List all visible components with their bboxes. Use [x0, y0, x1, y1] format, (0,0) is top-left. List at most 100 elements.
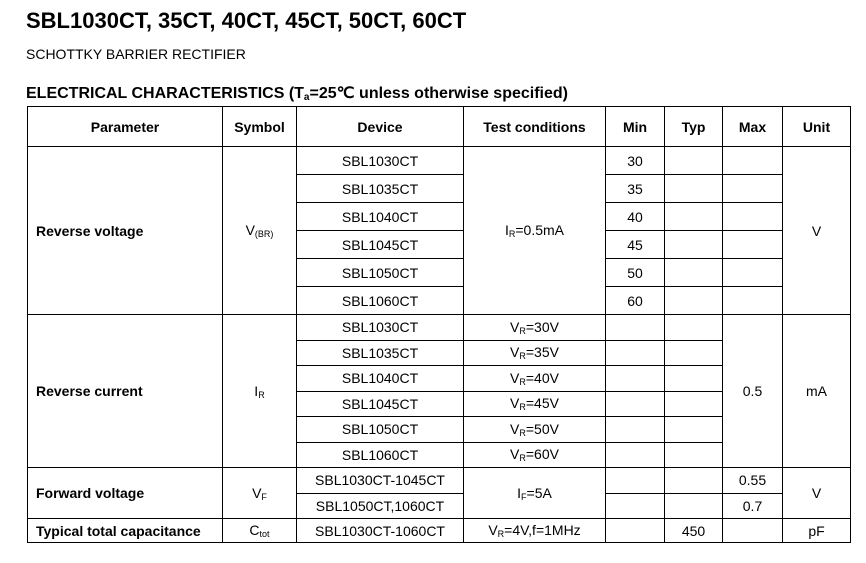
typ — [664, 492, 723, 519]
header-parameter: Parameter — [27, 106, 223, 147]
max: 0.7 — [722, 492, 783, 519]
min — [605, 390, 665, 417]
header-typ: Typ — [664, 106, 723, 147]
table-row: SBL1060CT VR=60V — [28, 441, 851, 468]
min: 30 — [605, 146, 665, 175]
table-row: SBL1050CT VR=50V — [28, 416, 851, 443]
test-condition: IF=5A — [463, 467, 606, 519]
typ — [664, 390, 723, 417]
table-row: SBL1035CT 35 — [28, 174, 851, 203]
header-min: Min — [605, 106, 665, 147]
test-condition: IR=0.5mA — [463, 146, 606, 315]
device: SBL1045CT — [296, 230, 464, 259]
symbol: VF — [222, 467, 297, 519]
header-symbol: Symbol — [222, 106, 297, 147]
table-row: SBL1035CT VR=35V — [28, 339, 851, 366]
table-row: Reverse current IR SBL1030CT VR=30V 0.5 mA — [27, 314, 851, 468]
device: SBL1030CT-1045CT — [296, 467, 464, 494]
min — [605, 518, 665, 543]
typ — [664, 467, 723, 494]
min — [605, 339, 665, 366]
device: SBL1060CT — [296, 286, 464, 315]
unit: pF — [782, 518, 851, 543]
max: 0.55 — [722, 467, 783, 494]
test-condition: VR=35V — [463, 339, 606, 366]
device: SBL1035CT — [296, 339, 464, 366]
table-row: SBL1050CT,1060CT 0.7 — [28, 492, 851, 519]
max — [722, 286, 783, 315]
typ — [664, 416, 723, 443]
typ — [664, 230, 723, 259]
subtitle: SCHOTTKY BARRIER RECTIFIER — [26, 46, 246, 62]
typ — [664, 202, 723, 231]
header-max: Max — [722, 106, 783, 147]
min: 35 — [605, 174, 665, 203]
parameter: Typical total capacitance — [27, 518, 223, 543]
test-condition: VR=50V — [463, 416, 606, 443]
symbol: Ctot — [222, 518, 297, 543]
min: 50 — [605, 258, 665, 287]
min: 40 — [605, 202, 665, 231]
min — [605, 467, 665, 494]
table-row: SBL1050CT 50 — [28, 258, 851, 287]
section-heading: ELECTRICAL CHARACTERISTICS (Ta=25℃ unles… — [26, 85, 568, 103]
header-unit: Unit — [782, 106, 851, 147]
test-condition: VR=60V — [463, 441, 606, 468]
min — [605, 492, 665, 519]
header-device: Device — [296, 106, 464, 147]
min — [605, 441, 665, 468]
typ — [664, 441, 723, 468]
device: SBL1030CT-1060CT — [296, 518, 464, 543]
typ — [664, 258, 723, 287]
parameter: Reverse voltage — [27, 146, 223, 315]
table-row: SBL1045CT 45 — [28, 230, 851, 259]
test-condition: VR=40V — [463, 365, 606, 392]
min — [605, 365, 665, 392]
unit: V — [782, 467, 851, 519]
symbol: V(BR) — [222, 146, 297, 315]
device: SBL1060CT — [296, 441, 464, 468]
typ — [664, 339, 723, 366]
typ — [664, 314, 723, 341]
device: SBL1030CT — [296, 146, 464, 175]
test-condition: VR=4V,f=1MHz — [463, 518, 606, 543]
min: 60 — [605, 286, 665, 315]
device: SBL1050CT — [296, 258, 464, 287]
device: SBL1050CT — [296, 416, 464, 443]
test-condition: VR=45V — [463, 390, 606, 417]
min — [605, 416, 665, 443]
min — [605, 314, 665, 341]
typ — [664, 174, 723, 203]
table-row: Forward voltage VF SBL1030CT-1045CT IF=5A 0.… — [27, 467, 851, 519]
max — [722, 174, 783, 203]
page-title: SBL1030CT, 35CT, 40CT, 45CT, 50CT, 60CT — [26, 8, 467, 33]
symbol: IR — [222, 314, 297, 468]
table-row: SBL1045CT VR=45V — [28, 390, 851, 417]
device: SBL1040CT — [296, 365, 464, 392]
max: 0.5 — [722, 314, 783, 468]
max — [722, 518, 783, 543]
parameter: Reverse current — [27, 314, 223, 468]
device: SBL1030CT — [296, 314, 464, 341]
typ — [664, 146, 723, 175]
header-test-conditions: Test conditions — [463, 106, 606, 147]
max — [722, 230, 783, 259]
typ — [664, 286, 723, 315]
table-row: Reverse voltage V(BR) SBL1030CT IR=0.5mA 30 V — [27, 146, 851, 315]
max — [722, 202, 783, 231]
typ — [664, 365, 723, 392]
header-row: Parameter Symbol Device Test conditions … — [27, 106, 851, 147]
table-row: SBL1060CT 60 — [28, 286, 851, 315]
electrical-characteristics-table: Parameter Symbol Device Test conditions … — [27, 106, 851, 543]
test-condition: VR=30V — [463, 314, 606, 341]
device: SBL1035CT — [296, 174, 464, 203]
device: SBL1050CT,1060CT — [296, 492, 464, 519]
device: SBL1040CT — [296, 202, 464, 231]
device: SBL1045CT — [296, 390, 464, 417]
max — [722, 146, 783, 175]
typ: 450 — [664, 518, 723, 543]
table-row: Typical total capacitance Ctot SBL1030CT… — [27, 518, 851, 543]
max — [722, 258, 783, 287]
unit: V — [782, 146, 851, 315]
parameter: Forward voltage — [27, 467, 223, 519]
